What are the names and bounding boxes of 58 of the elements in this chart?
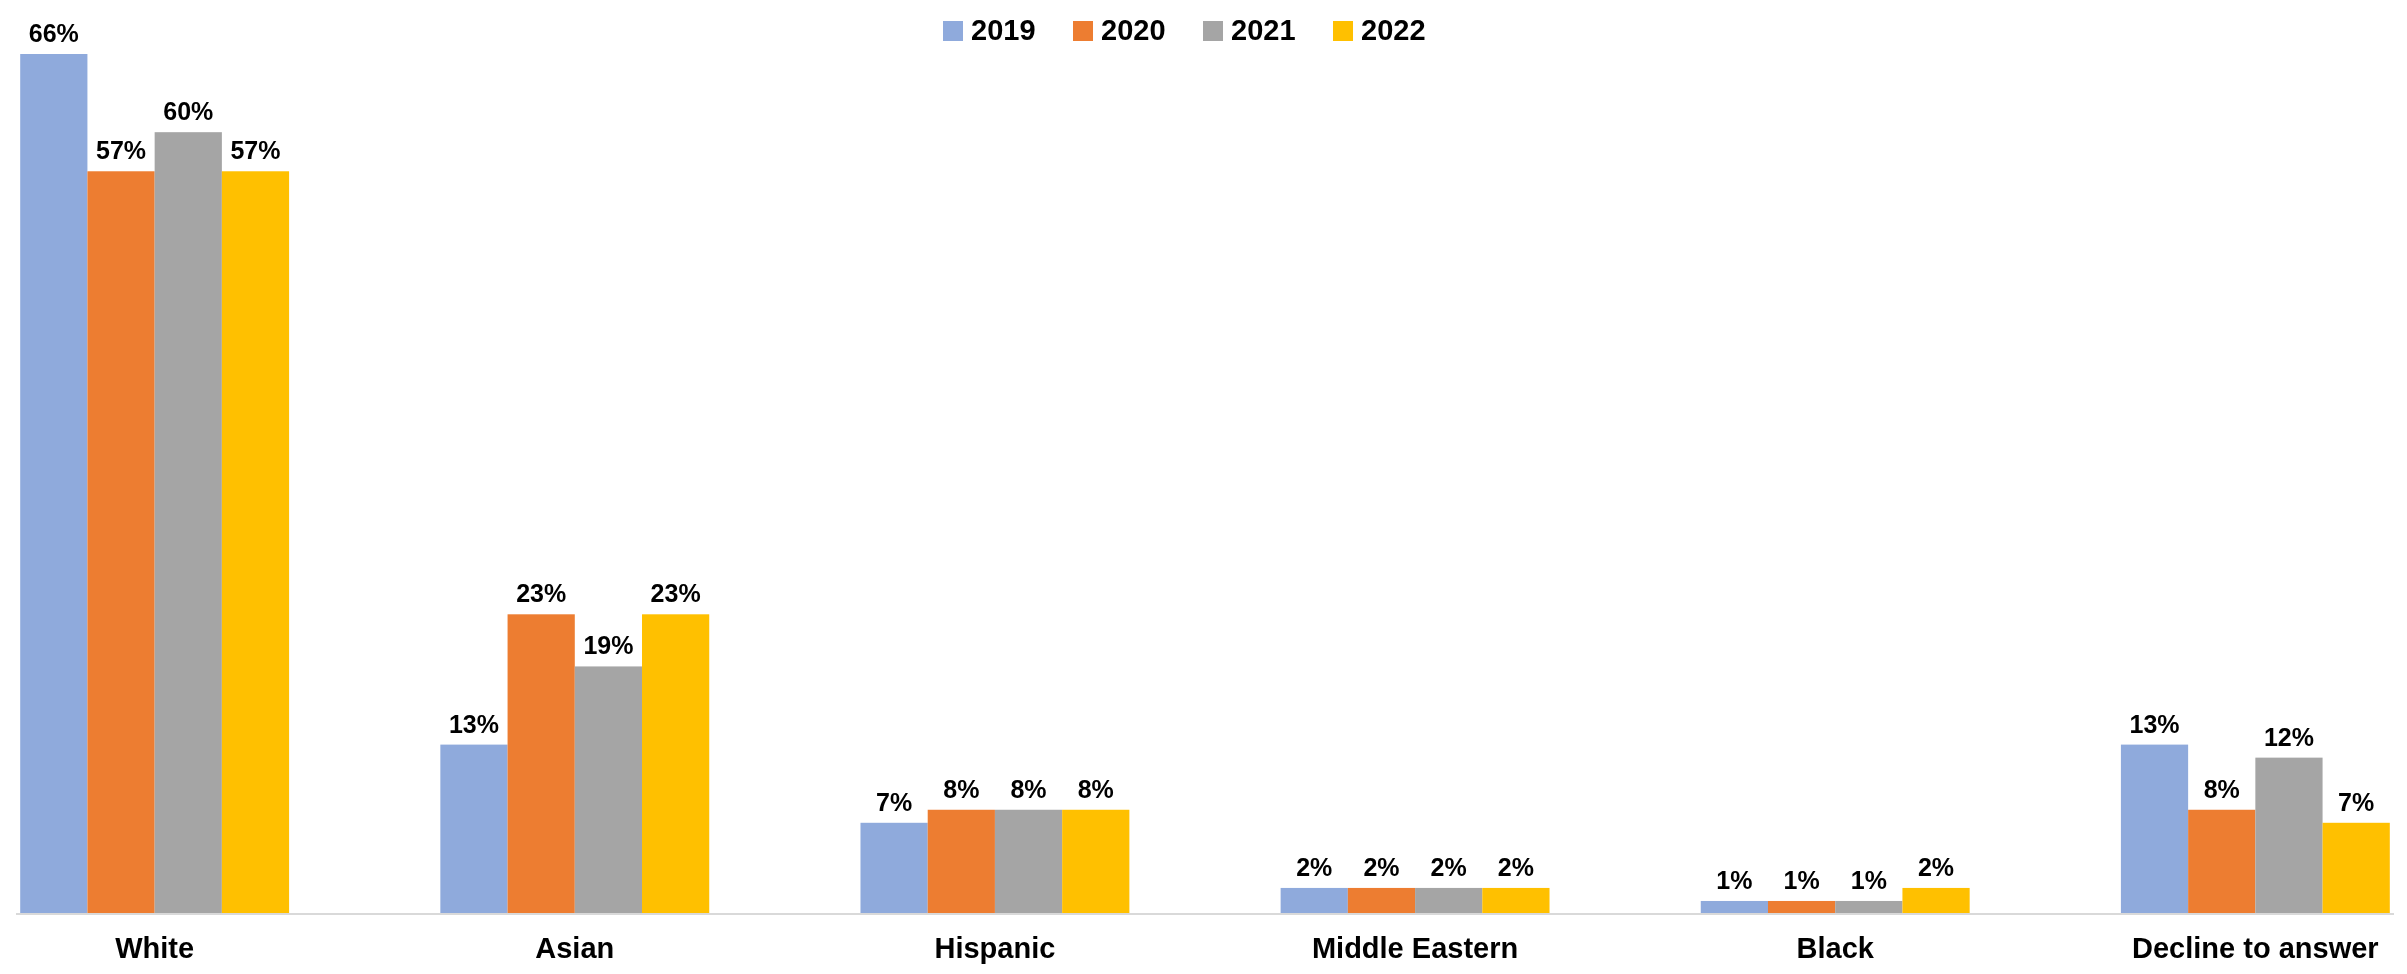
data-label: 19% (583, 631, 634, 660)
data-label: 60% (163, 97, 214, 126)
bar (2255, 757, 2323, 914)
bar (860, 822, 928, 914)
bar (1482, 887, 1550, 914)
data-label: 23% (516, 579, 567, 608)
x-tick-label: Middle Eastern (1311, 932, 1519, 964)
bar (221, 171, 290, 914)
bar (2322, 822, 2390, 914)
data-label: 66% (28, 19, 79, 47)
data-label: 12% (2263, 722, 2314, 751)
data-label: 1% (1716, 865, 1753, 894)
data-label: 2% (1363, 852, 1400, 881)
x-tick-label: Decline to answer (2132, 932, 2379, 964)
bar (1062, 809, 1130, 914)
bar (507, 614, 575, 914)
data-label: 57% (96, 136, 147, 165)
data-label: 2% (1430, 852, 1467, 881)
data-label: 1% (1850, 865, 1887, 894)
data-label: 8% (943, 774, 980, 803)
data-label: 13% (2129, 709, 2180, 738)
bar (1835, 900, 1903, 914)
data-label: 2% (1917, 852, 1955, 881)
bar (154, 132, 222, 914)
legend-label: 2020 (1101, 14, 1166, 46)
data-label: 13% (448, 709, 499, 738)
data-label: 8% (1010, 774, 1047, 803)
bar (20, 54, 88, 914)
data-label: 2% (1497, 852, 1534, 881)
data-label: 57% (230, 136, 281, 165)
data-label: 8% (2203, 774, 2240, 803)
bar (1347, 887, 1416, 914)
x-tick-label: White (115, 932, 195, 964)
data-label: 23% (650, 579, 701, 608)
bar (1700, 900, 1768, 914)
bar (2188, 809, 2256, 914)
legend-label: 2019 (971, 14, 1036, 46)
legend-label: 2022 (1361, 14, 1426, 46)
bar (1902, 887, 1970, 914)
bar (2120, 744, 2189, 914)
x-tick-label: Hispanic (934, 932, 1056, 964)
data-label: 7% (876, 787, 913, 816)
data-label: 8% (1077, 774, 1114, 803)
data-label: 1% (1783, 865, 1820, 894)
bar (574, 666, 643, 914)
bar (1280, 887, 1348, 914)
bar (1415, 887, 1483, 914)
bar (642, 614, 710, 914)
bar (1767, 900, 1836, 914)
bar (440, 744, 508, 914)
bar (927, 809, 995, 914)
data-label: 7% (2338, 787, 2375, 816)
bar (87, 171, 155, 914)
legend-label: 2021 (1231, 14, 1296, 46)
bar (994, 809, 1063, 914)
x-tick-label: Asian (535, 932, 615, 964)
x-tick-label: Black (1796, 932, 1875, 964)
data-label: 2% (1296, 852, 1333, 881)
